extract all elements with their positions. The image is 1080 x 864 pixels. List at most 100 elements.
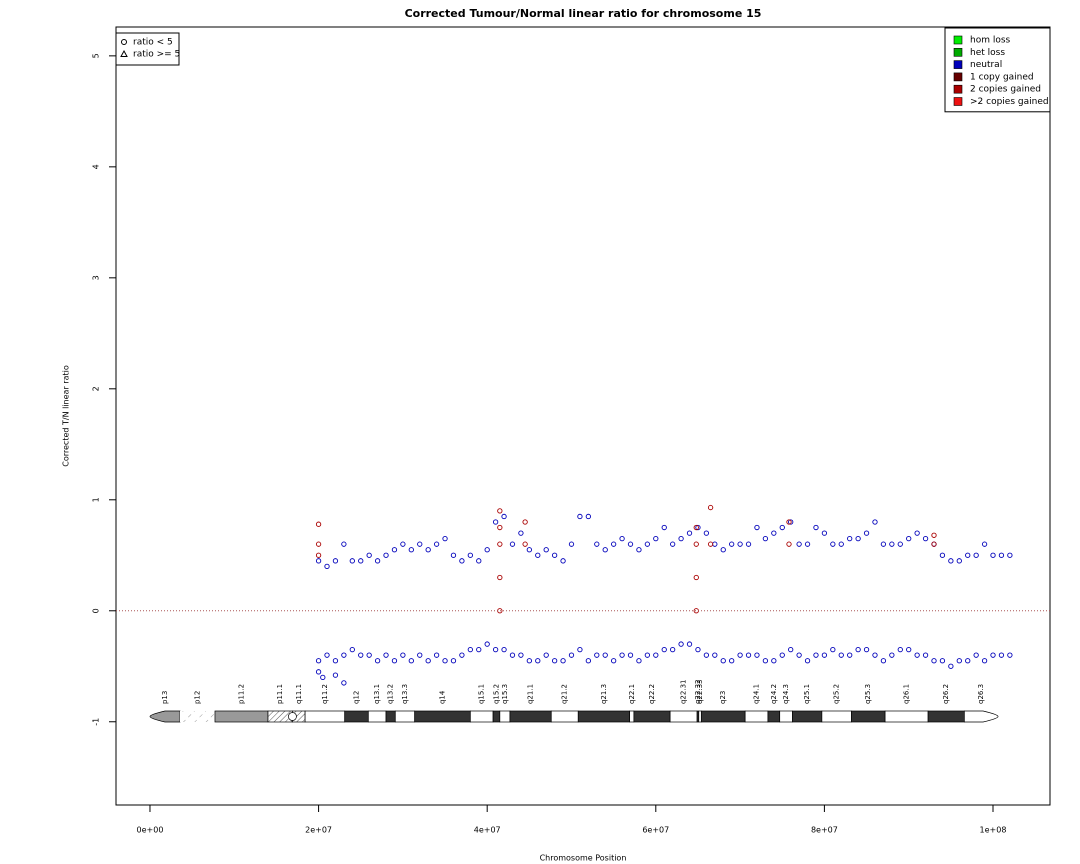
point bbox=[518, 530, 524, 536]
point bbox=[417, 652, 423, 658]
point bbox=[872, 652, 878, 658]
point bbox=[762, 535, 769, 542]
point bbox=[745, 541, 752, 547]
point bbox=[391, 547, 398, 553]
point bbox=[703, 530, 710, 536]
point bbox=[693, 541, 699, 547]
point bbox=[737, 652, 743, 658]
point bbox=[786, 541, 792, 547]
band bbox=[367, 710, 387, 723]
point bbox=[830, 541, 836, 547]
point bbox=[522, 519, 528, 525]
y-tick-label: 4 bbox=[92, 164, 101, 169]
point bbox=[863, 646, 870, 653]
legend-label: 2 copies gained bbox=[970, 85, 1041, 95]
band-label: q24.1 bbox=[753, 684, 761, 704]
point bbox=[324, 563, 330, 570]
x-axis-label: Chromosome Position bbox=[540, 854, 627, 863]
legend-label: 1 copy gained bbox=[970, 72, 1034, 82]
band bbox=[884, 710, 929, 723]
point bbox=[931, 532, 937, 538]
point bbox=[906, 535, 912, 542]
point bbox=[644, 652, 651, 658]
point bbox=[450, 552, 457, 558]
point bbox=[560, 558, 566, 564]
point bbox=[737, 541, 743, 547]
legend-label: neutral bbox=[970, 60, 1002, 70]
point bbox=[939, 552, 946, 558]
y-tick-label: 5 bbox=[92, 53, 101, 58]
band bbox=[767, 710, 781, 723]
point bbox=[796, 652, 802, 658]
legend-label: het loss bbox=[970, 48, 1005, 58]
point bbox=[358, 558, 364, 564]
band-label: q22.33 bbox=[696, 680, 704, 704]
plot-frame bbox=[115, 26, 1051, 806]
band bbox=[963, 710, 999, 723]
band bbox=[744, 710, 769, 723]
point bbox=[771, 658, 777, 664]
band-label: q25.2 bbox=[833, 684, 841, 704]
point bbox=[374, 658, 381, 664]
point bbox=[830, 646, 836, 653]
band bbox=[550, 710, 579, 723]
point bbox=[678, 535, 684, 542]
point bbox=[695, 646, 701, 653]
point bbox=[602, 547, 608, 553]
point bbox=[745, 652, 752, 658]
y-axis-label: Corrected T/N linear ratio bbox=[62, 365, 71, 467]
point bbox=[425, 658, 431, 664]
point bbox=[400, 541, 406, 547]
y-tick-label: 2 bbox=[92, 386, 101, 391]
point bbox=[315, 521, 322, 527]
point bbox=[804, 541, 811, 547]
point bbox=[889, 541, 895, 547]
point bbox=[320, 674, 326, 681]
point bbox=[931, 541, 937, 547]
legend-swatch bbox=[953, 47, 963, 57]
band bbox=[385, 710, 396, 723]
point bbox=[501, 646, 507, 653]
point bbox=[315, 552, 322, 558]
point bbox=[497, 608, 503, 614]
band-label: p11.2 bbox=[237, 684, 245, 704]
point bbox=[627, 652, 634, 658]
point bbox=[497, 541, 503, 547]
point bbox=[349, 558, 355, 564]
band-label: q26.1 bbox=[903, 684, 911, 704]
point bbox=[585, 513, 592, 520]
point bbox=[484, 547, 490, 553]
point bbox=[703, 652, 710, 658]
band bbox=[821, 710, 852, 723]
point bbox=[627, 541, 634, 547]
band bbox=[414, 710, 471, 723]
point bbox=[670, 541, 676, 547]
point bbox=[358, 652, 364, 658]
point bbox=[602, 652, 608, 658]
point bbox=[712, 652, 718, 658]
band-label: q13.1 bbox=[373, 684, 381, 704]
point bbox=[594, 541, 600, 547]
point bbox=[712, 541, 718, 547]
band-label: p13 bbox=[161, 691, 169, 704]
point bbox=[332, 558, 339, 564]
band-label: q15.3 bbox=[501, 684, 509, 704]
point bbox=[914, 530, 920, 536]
point bbox=[619, 652, 625, 658]
point bbox=[670, 646, 676, 653]
point bbox=[324, 652, 330, 658]
point bbox=[981, 658, 988, 664]
point bbox=[594, 652, 600, 658]
x-tick-label: 1e+08 bbox=[980, 826, 1007, 835]
point bbox=[433, 541, 440, 547]
point bbox=[501, 513, 507, 520]
legend-swatch bbox=[953, 60, 963, 69]
point bbox=[374, 558, 381, 564]
legend-label: >2 copies gained bbox=[970, 97, 1049, 107]
point bbox=[518, 652, 524, 658]
band bbox=[792, 710, 823, 723]
band bbox=[851, 710, 886, 723]
point bbox=[855, 535, 861, 542]
